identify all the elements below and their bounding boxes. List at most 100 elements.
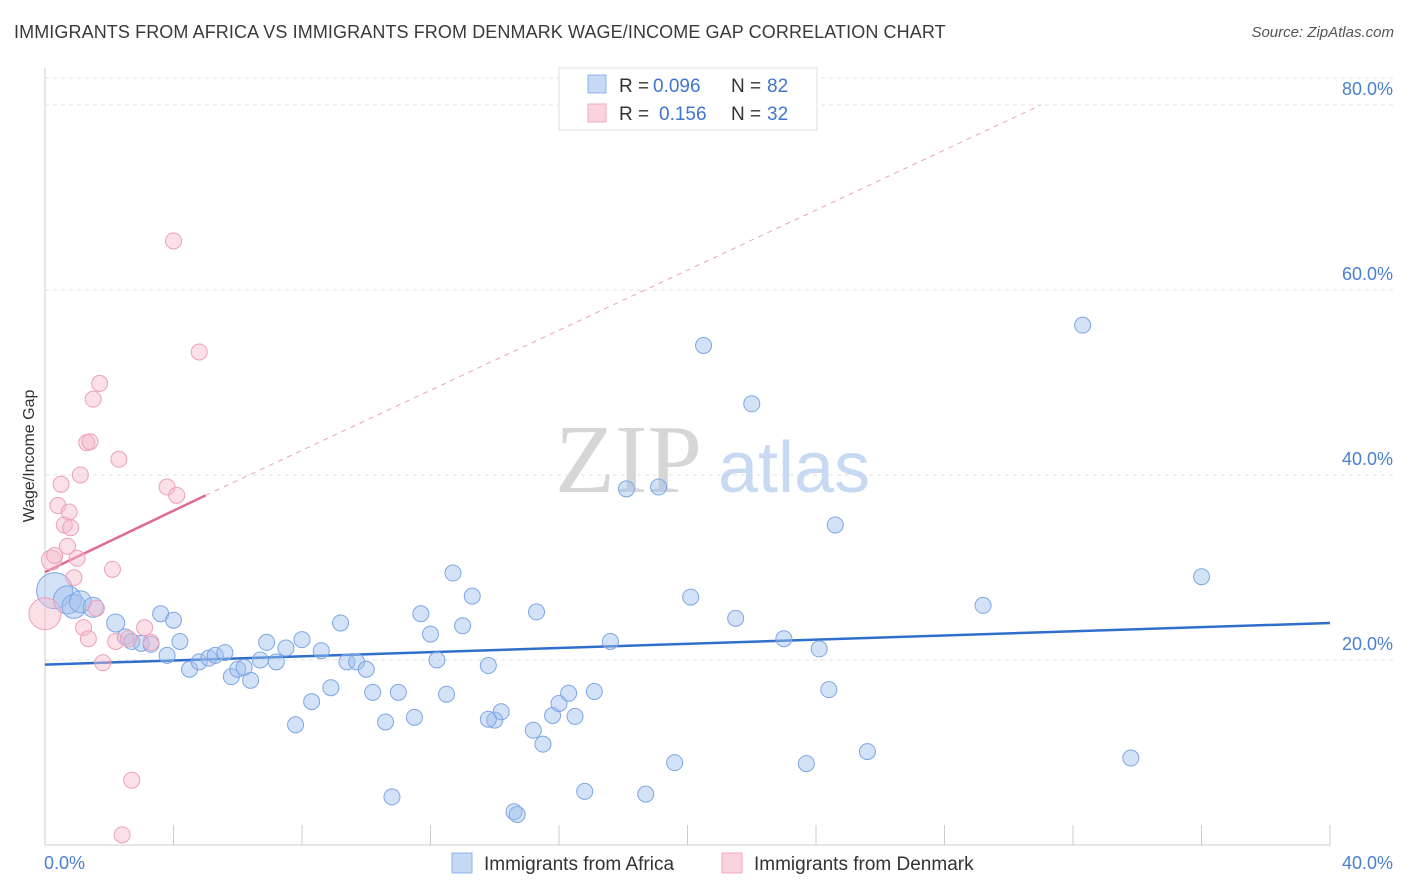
africa-point <box>229 660 247 678</box>
africa-point <box>389 683 407 701</box>
denmark-points <box>28 232 208 844</box>
africa-point <box>566 707 584 725</box>
chart-source: Source: ZipAtlas.com <box>1251 24 1394 41</box>
denmark-point <box>65 569 83 587</box>
africa-points <box>36 316 1210 823</box>
africa-point <box>383 788 401 806</box>
gridlines <box>45 77 1393 661</box>
africa-point <box>322 679 340 697</box>
legend-r-label-africa: R = <box>619 76 649 97</box>
africa-point <box>422 625 439 643</box>
denmark-point <box>107 633 125 650</box>
africa-point <box>479 710 497 728</box>
bottom-legend-denmark: Immigrants from Denmark <box>754 854 974 875</box>
legend-n-denmark: 32 <box>767 104 788 125</box>
legend: R = 0.096 N = 82 R = 0.156 N = 32 <box>558 67 818 131</box>
africa-point <box>438 685 456 703</box>
africa-point <box>428 651 446 669</box>
africa-point <box>251 651 269 669</box>
tick-labels: 20.0% 40.0% 60.0% 80.0% 0.0% 40.0% <box>44 79 1393 873</box>
denmark-point <box>81 433 99 451</box>
y-tick-label: 80.0% <box>1342 79 1393 99</box>
watermark-zip: ZIP <box>555 406 702 514</box>
denmark-point <box>123 771 141 789</box>
africa-point <box>601 633 619 650</box>
africa-point <box>158 646 176 664</box>
africa-point <box>405 708 423 726</box>
denmark-point <box>136 619 154 637</box>
africa-point <box>364 683 382 701</box>
africa-point <box>206 646 224 664</box>
africa-point <box>463 587 481 605</box>
africa-point <box>560 684 578 702</box>
legend-r-denmark: 0.156 <box>659 104 707 125</box>
africa-point <box>576 782 594 800</box>
africa-point <box>1074 316 1092 334</box>
denmark-point <box>52 475 70 493</box>
denmark-point <box>60 503 78 521</box>
africa-point <box>216 644 234 662</box>
denmark-point <box>87 599 105 617</box>
legend-r-label-denmark: R = <box>619 104 649 125</box>
africa-point <box>820 681 838 699</box>
africa-point <box>82 596 104 618</box>
africa-point <box>267 653 285 671</box>
africa-point <box>479 657 497 675</box>
y-tick-label: 60.0% <box>1342 264 1393 284</box>
denmark-point <box>91 374 109 392</box>
africa-point <box>974 596 992 614</box>
africa-point <box>1193 568 1210 586</box>
legend-n-label-denmark: N = <box>731 104 761 125</box>
legend-r-africa: 0.096 <box>653 76 701 97</box>
legend-n-label-africa: N = <box>731 76 761 97</box>
africa-point <box>695 337 713 354</box>
denmark-point <box>103 560 121 578</box>
africa-point <box>508 805 526 823</box>
denmark-point <box>79 630 97 648</box>
africa-point <box>617 480 635 498</box>
legend-swatch-denmark <box>587 103 607 123</box>
africa-point <box>528 603 546 621</box>
watermark: ZIP atlas <box>555 406 870 514</box>
africa-point <box>258 633 276 651</box>
africa-point <box>810 640 828 658</box>
africa-point <box>332 614 350 632</box>
y-tick-label: 40.0% <box>1342 449 1393 469</box>
africa-point <box>637 785 655 803</box>
africa-point <box>235 658 253 676</box>
denmark-point <box>71 466 89 484</box>
africa-point <box>826 516 844 534</box>
africa-point <box>106 613 126 633</box>
denmark-trend-extension <box>205 104 1042 496</box>
denmark-point <box>110 450 128 468</box>
y-tick-label: 20.0% <box>1342 634 1393 654</box>
africa-point <box>165 611 182 629</box>
africa-trend-solid <box>44 621 1331 666</box>
watermark-atlas: atlas <box>718 428 870 508</box>
africa-point <box>858 743 876 761</box>
denmark-point <box>113 826 131 844</box>
x-tick-label-min: 0.0% <box>44 853 85 873</box>
africa-point <box>190 653 208 671</box>
africa-point <box>1122 749 1140 767</box>
bottom-legend-swatch-denmark <box>721 852 743 874</box>
africa-point <box>505 803 523 821</box>
denmark-point <box>120 630 138 648</box>
chart-title: IMMIGRANTS FROM AFRICA VS IMMIGRANTS FRO… <box>14 22 946 42</box>
denmark-point <box>68 549 86 567</box>
africa-point <box>775 630 793 648</box>
africa-trend-line <box>44 621 1331 666</box>
bottom-legend-africa: Immigrants from Africa <box>484 854 674 875</box>
africa-point <box>743 395 761 413</box>
bottom-legend-swatch-africa <box>451 852 473 874</box>
axes <box>44 68 1331 846</box>
legend-n-africa: 82 <box>767 76 788 97</box>
africa-point <box>287 716 305 734</box>
denmark-point <box>28 597 62 631</box>
africa-point <box>524 721 542 739</box>
africa-point <box>357 660 375 678</box>
africa-point <box>277 639 295 657</box>
africa-point <box>797 755 815 773</box>
africa-point <box>444 564 462 582</box>
